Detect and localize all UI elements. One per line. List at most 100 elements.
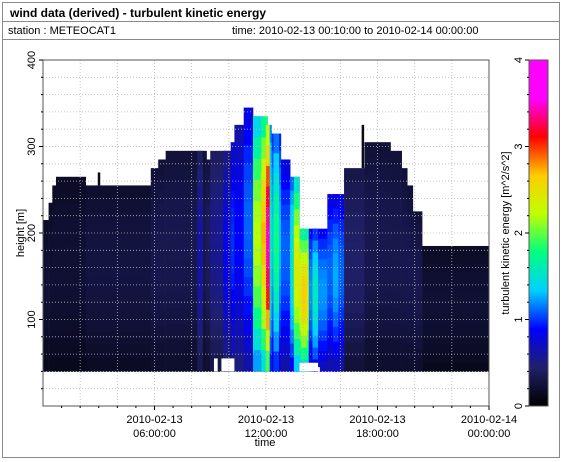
heatmap-cell xyxy=(230,224,235,241)
heatmap-cell xyxy=(165,245,207,262)
colorbar-tick-label: 2 xyxy=(513,230,525,236)
heatmap-cell xyxy=(407,185,414,200)
heatmap-streak xyxy=(273,311,280,333)
x-axis-label: time xyxy=(255,437,276,449)
time-range-label: time: 2010-02-13 00:10:00 to 2010-02-14 … xyxy=(232,25,479,37)
heatmap-cell xyxy=(206,189,211,206)
heatmap-streak xyxy=(253,350,261,372)
heatmap-cell xyxy=(43,252,49,264)
heatmap-cell xyxy=(206,280,211,297)
heatmap-streak xyxy=(261,328,268,351)
heatmap-cell xyxy=(48,202,53,216)
heatmap-streak xyxy=(197,205,203,225)
heatmap-cell xyxy=(280,235,291,251)
heatmap-streak xyxy=(332,238,339,254)
heatmap-cell xyxy=(52,304,57,319)
heatmap-cell xyxy=(52,185,57,200)
heatmap-layer xyxy=(43,107,489,376)
heatmap-cell xyxy=(93,265,152,279)
heatmap-cell xyxy=(280,341,291,357)
heatmap-cell xyxy=(150,269,159,285)
heatmap-cell xyxy=(390,213,402,231)
heatmap-cell xyxy=(230,256,235,274)
heatmap-cell xyxy=(93,198,152,213)
heatmap-cell xyxy=(48,359,53,372)
heatmap-cell xyxy=(93,211,152,226)
heatmap-cell xyxy=(230,191,235,209)
heatmap-cell xyxy=(85,278,94,293)
colorbar xyxy=(528,59,549,407)
heatmap-streak xyxy=(332,194,339,210)
heatmap-cell xyxy=(165,213,207,231)
heatmap-streak xyxy=(197,353,203,372)
heatmap-cell xyxy=(364,191,391,209)
heatmap-cell xyxy=(206,265,211,281)
heatmap-streak xyxy=(266,309,270,331)
heatmap-cell xyxy=(308,361,328,372)
colorbar-tick-label: 3 xyxy=(513,143,525,149)
heatmap-gap xyxy=(221,358,235,372)
heatmap-cell xyxy=(230,240,235,258)
heatmap-cell xyxy=(344,298,365,314)
heatmap-cell xyxy=(206,220,211,236)
heatmap-cell xyxy=(158,356,166,372)
heatmap-cell xyxy=(407,265,414,279)
heatmap-cell xyxy=(158,235,166,251)
heatmap-cell xyxy=(56,204,87,219)
heatmap-streak xyxy=(261,158,268,181)
heatmap-spike xyxy=(361,124,365,169)
heatmap-cell xyxy=(206,356,211,372)
heatmap-cell xyxy=(390,276,402,294)
heatmap-cell xyxy=(52,225,57,239)
heatmap-cell xyxy=(48,347,53,360)
heatmap-cell xyxy=(48,335,53,348)
heatmap-streak xyxy=(266,145,270,167)
heatmap-streak xyxy=(301,323,307,337)
heatmap-cell xyxy=(158,265,166,281)
heatmap-cell xyxy=(390,198,402,215)
heatmap-cell xyxy=(422,290,489,301)
heatmap-column xyxy=(56,176,87,372)
heatmap-streak xyxy=(312,276,319,289)
heatmap-streak xyxy=(301,264,307,277)
heatmap-cell xyxy=(206,174,211,191)
heatmap-cell xyxy=(422,362,489,372)
heatmap-cell xyxy=(93,238,152,253)
heatmap-cell xyxy=(165,261,207,278)
heatmap-cell xyxy=(412,234,423,247)
heatmap-cell xyxy=(390,229,402,246)
heatmap-streak xyxy=(253,265,261,287)
heatmap-cell xyxy=(412,314,423,327)
heatmap-cell xyxy=(158,189,166,206)
colorbar-tick-label: 1 xyxy=(513,316,525,322)
x-tick-label-time: 06:00:00 xyxy=(133,428,176,440)
heatmap-cell xyxy=(234,124,244,143)
title-bar: wind data (derived) - turbulent kinetic … xyxy=(2,2,560,22)
heatmap-streak xyxy=(266,165,270,187)
heatmap-cell xyxy=(344,240,365,256)
heatmap-cell xyxy=(280,325,291,342)
heatmap-cell xyxy=(407,211,414,226)
heatmap-cell xyxy=(48,323,53,336)
y-axis-label: height [m] xyxy=(15,209,27,257)
heatmap-cell xyxy=(364,224,391,241)
heatmap-streak xyxy=(293,192,300,210)
heatmap-streak xyxy=(197,297,203,317)
heatmap-cell xyxy=(308,351,328,362)
heatmap-cell xyxy=(43,295,49,307)
heatmap-cell xyxy=(85,265,94,279)
heatmap-streak xyxy=(261,307,268,330)
heatmap-cell xyxy=(234,212,244,231)
heatmap-cell xyxy=(165,198,207,215)
heatmap-cell xyxy=(234,248,244,267)
heatmap-cell xyxy=(165,150,207,167)
heatmap-column xyxy=(407,185,414,372)
heatmap-cell xyxy=(165,292,207,309)
heatmap-cell xyxy=(280,295,291,312)
heatmap-cell xyxy=(43,241,49,253)
heatmap-cell xyxy=(165,324,207,341)
heatmap-cell xyxy=(308,238,328,250)
heatmap-gap xyxy=(299,362,319,372)
heatmap-cell xyxy=(206,310,211,327)
heatmap-cell xyxy=(158,295,166,312)
